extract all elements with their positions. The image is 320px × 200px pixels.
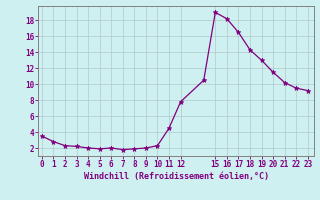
X-axis label: Windchill (Refroidissement éolien,°C): Windchill (Refroidissement éolien,°C)	[84, 172, 268, 181]
